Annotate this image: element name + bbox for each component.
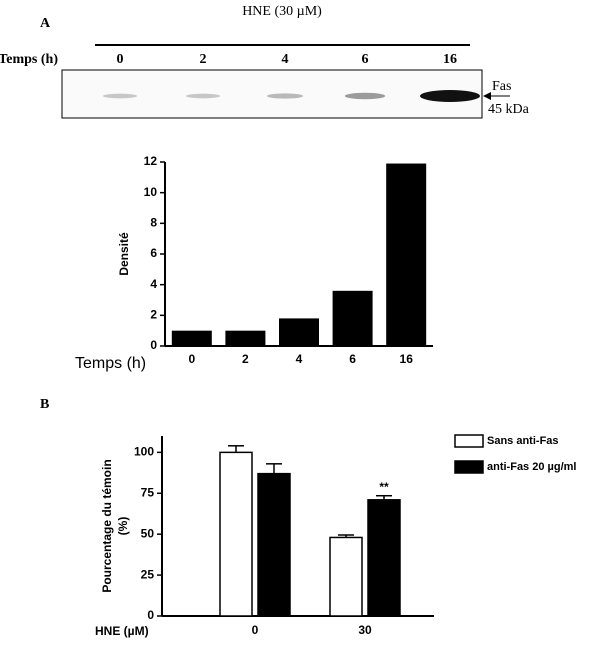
panel-label: A [40, 16, 51, 31]
x-tick-label: 0 [188, 352, 195, 366]
y-tick-label: 100 [134, 445, 154, 459]
bar [257, 472, 291, 617]
y-tick-label: 75 [141, 485, 155, 499]
lane-label: 16 [443, 52, 457, 67]
x-tick-label: 4 [296, 352, 303, 366]
x-tick-label: 0 [252, 623, 259, 637]
lane-label: 6 [362, 52, 369, 67]
legend-swatch [454, 434, 484, 448]
y-tick-label: 0 [147, 608, 154, 622]
arrow-head [483, 92, 491, 100]
size-label: 45 kDa [488, 102, 530, 117]
annotation: ** [379, 480, 389, 494]
x-tick-label: 30 [358, 623, 372, 637]
bar [225, 330, 266, 346]
blot-band [344, 92, 386, 100]
y-tick-label: 12 [144, 154, 158, 168]
blot-band [266, 93, 304, 99]
x-tick-label: 6 [349, 352, 356, 366]
x-tick-label: 2 [242, 352, 249, 366]
blot-band [102, 93, 138, 99]
legend-label: anti-Fas 20 µg/ml [487, 461, 576, 473]
lane-label: 4 [282, 52, 289, 67]
band-label: Fas [492, 79, 511, 94]
lane-label: 2 [200, 52, 207, 67]
y-tick-label: 50 [141, 526, 155, 540]
y-tick-label: 8 [150, 216, 157, 230]
blot-band [185, 93, 221, 99]
legend-label: Sans anti-Fas [487, 435, 559, 447]
y-tick-label: 6 [150, 246, 157, 260]
x-axis-label: Temps (h) [75, 355, 146, 372]
bar [332, 290, 373, 346]
x-axis-label: HNE (µM) [95, 624, 149, 638]
y-axis-label: (%) [116, 517, 130, 536]
bar [367, 499, 401, 617]
y-axis-label: Densité [117, 232, 131, 276]
y-tick-label: 4 [150, 277, 157, 291]
bar [279, 318, 319, 346]
bar [329, 536, 363, 617]
bar [171, 330, 212, 346]
lane-label: 0 [117, 52, 124, 67]
panel-label: B [40, 397, 49, 412]
blot-row-label: Temps (h) [0, 52, 58, 67]
y-tick-label: 25 [141, 567, 155, 581]
x-tick-label: 16 [400, 352, 414, 366]
bar [219, 451, 253, 617]
blot-membrane [61, 69, 483, 119]
blot-band [420, 90, 480, 102]
bar [386, 163, 427, 346]
legend-swatch [454, 460, 484, 474]
y-tick-label: 0 [150, 338, 157, 352]
y-tick-label: 2 [150, 308, 157, 322]
y-axis-label: Pourcentage du témoin [100, 459, 114, 592]
y-tick-label: 10 [144, 185, 158, 199]
blot-title: HNE (30 µM) [242, 4, 322, 19]
